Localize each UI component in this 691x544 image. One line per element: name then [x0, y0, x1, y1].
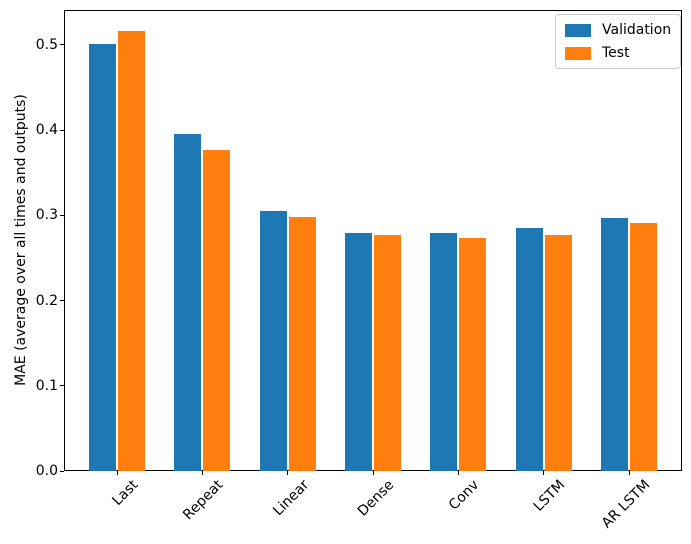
y-tick-label: 0.0 [35, 463, 58, 479]
bar-validation-dense [345, 233, 372, 471]
x-tick-mark [201, 471, 203, 475]
y-tick-mark [60, 214, 64, 216]
x-tick-label: Conv [446, 477, 483, 514]
y-tick-mark [60, 300, 64, 302]
x-tick-mark [543, 471, 545, 475]
legend-swatch-test [565, 46, 591, 60]
y-tick-label: 0.1 [35, 377, 58, 394]
bar-validation-ar-lstm [601, 217, 628, 471]
bar-validation-last [89, 44, 116, 471]
legend-item: Validation [565, 22, 671, 38]
x-tick-label: Last [109, 477, 142, 509]
legend-label: Test [602, 45, 630, 61]
bar-test-linear [288, 217, 316, 471]
legend-swatch-validation [565, 23, 591, 37]
y-tick-label: 0.3 [35, 207, 58, 224]
x-tick-label: Dense [354, 477, 398, 520]
x-tick-label: Repeat [180, 477, 227, 524]
bar-validation-lstm [515, 228, 543, 471]
bar-validation-conv [430, 233, 458, 471]
bar-test-dense [374, 234, 401, 471]
plot-area [64, 10, 682, 471]
bar-test-conv [459, 238, 487, 471]
x-tick-label: LSTM [530, 477, 568, 515]
bar-validation-repeat [174, 134, 202, 471]
x-tick-mark [116, 471, 118, 475]
x-tick-label: Linear [269, 477, 312, 520]
y-tick-mark [60, 44, 64, 46]
y-tick-label: 0.2 [35, 292, 58, 309]
legend-item: Test [565, 45, 671, 61]
y-tick-label: 0.4 [35, 122, 58, 139]
legend-label: Validation [602, 22, 672, 38]
bar-validation-linear [259, 211, 287, 471]
bar-test-lstm [544, 234, 572, 471]
y-tick-mark [60, 129, 64, 131]
legend: Validation Test [555, 14, 682, 69]
y-tick-mark [60, 385, 64, 387]
x-tick-mark [457, 471, 459, 475]
bar-test-ar-lstm [630, 223, 657, 471]
x-tick-mark [628, 471, 630, 475]
x-tick-mark [287, 471, 289, 475]
y-tick-label: 0.5 [35, 36, 58, 53]
x-tick-label: AR LSTM [598, 477, 654, 532]
x-tick-mark [372, 471, 374, 475]
bar-test-last [118, 31, 145, 471]
y-tick-mark [60, 470, 64, 472]
bar-test-repeat [203, 149, 231, 471]
